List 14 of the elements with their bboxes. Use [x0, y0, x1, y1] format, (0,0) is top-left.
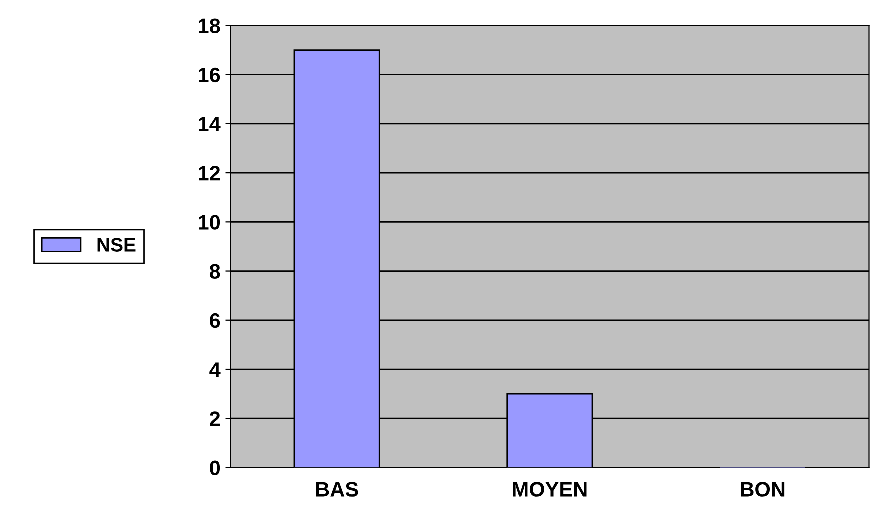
y-tick-label: 10: [199, 215, 220, 230]
x-tick-label: BAS: [316, 482, 358, 497]
y-tick-label: 18: [199, 18, 220, 34]
x-tick-label: BON: [741, 482, 785, 497]
y-tick-label: 0: [210, 460, 220, 476]
y-tick-label: 2: [210, 412, 220, 426]
y-tick-label: 12: [199, 166, 220, 181]
y-tick-label: 6: [210, 313, 220, 328]
y-tick-label: 16: [199, 68, 220, 83]
y-tick-label: 8: [210, 264, 220, 280]
x-tick-label: MOYEN: [513, 482, 587, 497]
legend-label: NSE: [98, 238, 136, 252]
y-tick-label: 4: [210, 362, 221, 378]
y-tick-label: 14: [199, 117, 221, 132]
